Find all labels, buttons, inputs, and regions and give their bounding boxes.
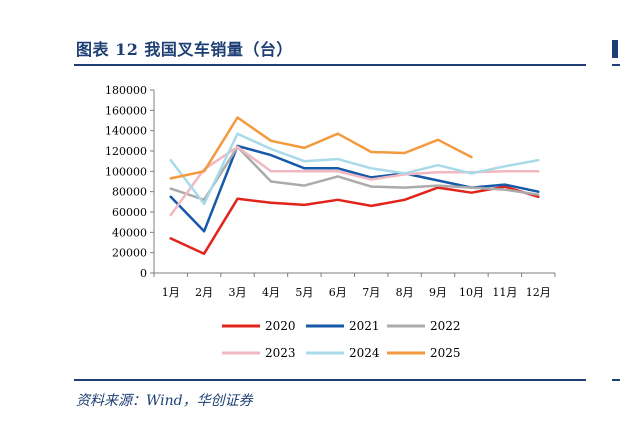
source-note: 资料来源：Wind，华创证券: [76, 393, 253, 409]
series-line-2024: [169, 132, 540, 206]
legend-label-2021: 2021: [349, 319, 380, 333]
x-tick-label: 11月: [492, 286, 517, 299]
x-tick-label: 12月: [526, 286, 551, 299]
y-tick-label: 0: [140, 267, 147, 280]
y-tick-label: 40000: [112, 226, 147, 239]
adjacent-title-divider: [612, 64, 620, 66]
title-divider: [74, 64, 586, 66]
series-line-2022: [169, 145, 540, 202]
x-tick-label: 4月: [262, 286, 280, 299]
chart-title: 图表 12 我国叉车销量（台）: [76, 40, 293, 59]
y-tick-label: 60000: [112, 206, 147, 219]
x-tick-label: 8月: [396, 286, 414, 299]
bottom-divider: [74, 379, 586, 381]
x-tick-label: 9月: [429, 286, 447, 299]
legend-label-2024: 2024: [349, 346, 380, 360]
chart-legend: 2020 2021 2022 2023 2024 2025: [222, 319, 461, 360]
x-tick-label: 1月: [162, 286, 180, 299]
chart-axes: 0 20000 40000 60000 80000 100000 120000 140000 1…: [105, 84, 556, 299]
adjacent-title-marker: [612, 40, 618, 58]
y-tick-label: 140000: [105, 125, 147, 138]
y-tick-label: 180000: [105, 84, 147, 97]
y-tick-label: 100000: [105, 165, 147, 178]
x-tick-label: 6月: [329, 286, 347, 299]
y-tick-label: 80000: [112, 186, 147, 199]
x-tick-label: 2月: [195, 286, 213, 299]
y-tick-label: 20000: [112, 247, 147, 260]
series-line-2020: [169, 185, 540, 255]
series-line-2025: [169, 116, 473, 180]
y-tick-label: 160000: [105, 104, 147, 117]
y-tick-label: 120000: [105, 145, 147, 158]
legend-label-2025: 2025: [430, 346, 461, 360]
legend-label-2020: 2020: [265, 319, 296, 333]
legend-label-2023: 2023: [265, 346, 296, 360]
x-tick-label: 5月: [295, 286, 313, 299]
adjacent-bottom-divider: [612, 379, 620, 381]
x-tick-label: 10月: [459, 286, 484, 299]
legend-label-2022: 2022: [430, 319, 461, 333]
x-tick-label: 7月: [362, 286, 380, 299]
chart-lines: [169, 116, 540, 255]
x-tick-label: 3月: [229, 286, 247, 299]
